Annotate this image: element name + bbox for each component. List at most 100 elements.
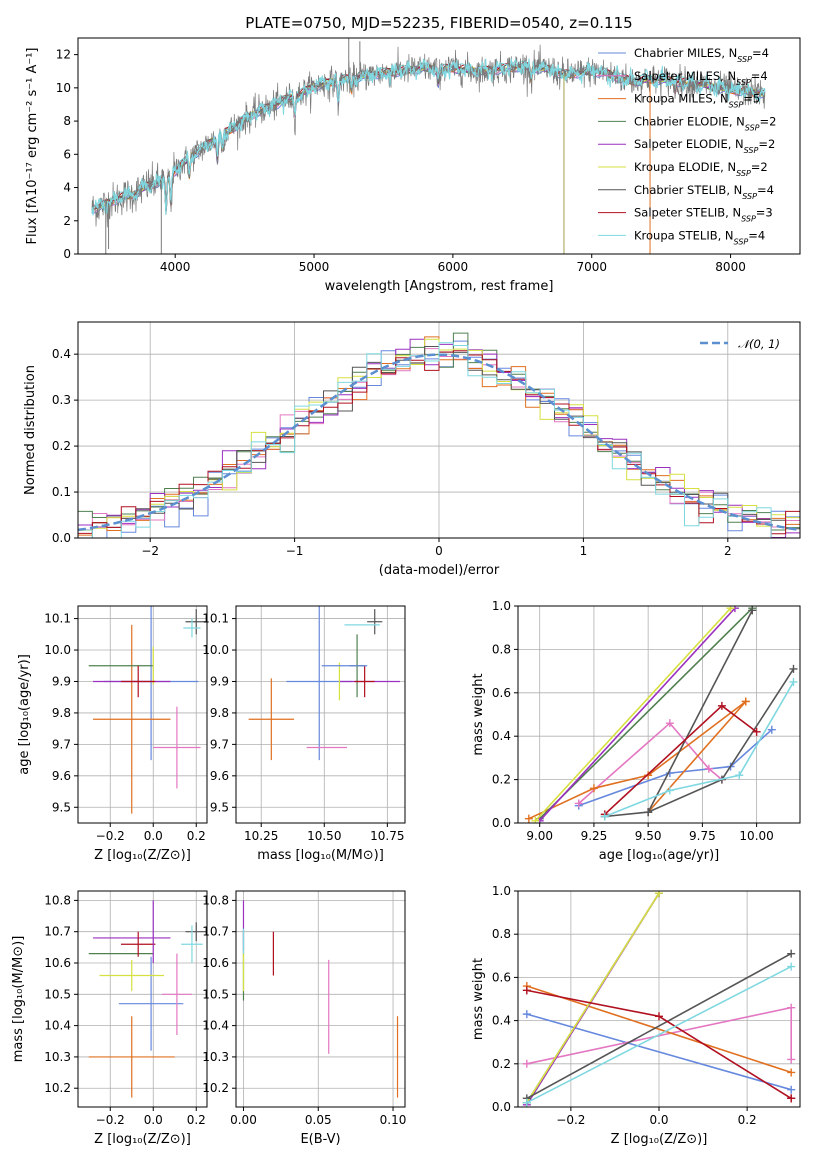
plot-background xyxy=(78,606,207,823)
y-tick-label: 12 xyxy=(56,48,71,62)
x-tick-label: 10.25 xyxy=(244,829,278,843)
plot-background xyxy=(518,606,800,823)
weight-marker xyxy=(589,784,598,793)
y-tick-label: 10.7 xyxy=(202,925,229,939)
weight-line xyxy=(526,965,792,1104)
weight-marker xyxy=(524,814,533,823)
x-tick-label: 9.50 xyxy=(635,829,662,843)
weight-series xyxy=(522,1010,796,1094)
plot-area xyxy=(88,900,207,1098)
weight-marker xyxy=(522,986,531,995)
axes-frame xyxy=(235,890,406,1108)
weight-marker xyxy=(787,1003,796,1012)
errorbar-point xyxy=(93,624,171,814)
weight-line xyxy=(526,1013,792,1091)
x-axis-label: E(B-V) xyxy=(300,1132,340,1147)
legend: Chabrier MILES, NSSP=4 Salpeter MILES, NS… xyxy=(598,46,776,246)
y-axis-label: Normed distribution xyxy=(23,365,38,495)
x-tick-label: 0 xyxy=(435,544,443,558)
y-tick-label: 9.8 xyxy=(210,706,229,720)
axes-frame xyxy=(77,37,801,255)
weight-line xyxy=(647,700,747,813)
y-tick-label: 10.3 xyxy=(44,1050,71,1064)
legend-entry: Salpeter MILES, NSSP=4 xyxy=(634,69,768,87)
weight-marker xyxy=(789,677,798,686)
x-tick-label: 0.2 xyxy=(187,1113,206,1127)
x-tick-label: 0.0 xyxy=(144,1113,163,1127)
plot-area xyxy=(242,900,399,1098)
weight-marker xyxy=(574,799,583,808)
x-tick-label: 0.00 xyxy=(230,1113,257,1127)
weight-marker xyxy=(522,1059,531,1068)
y-axis-label: age [log₁₀(age/yr)] xyxy=(17,654,32,775)
y-tick-label: 0.3 xyxy=(52,393,71,407)
weight-series xyxy=(600,701,761,819)
errorbar-point xyxy=(118,956,184,1051)
x-tick-label: 10.00 xyxy=(739,829,773,843)
weight-marker xyxy=(741,697,750,706)
weight-marker xyxy=(787,1055,796,1064)
weight-marker xyxy=(531,816,540,823)
x-tick-label: 1 xyxy=(580,544,588,558)
y-tick-label: 0.8 xyxy=(492,927,511,941)
weight-line xyxy=(578,722,723,805)
plot-area xyxy=(78,332,800,538)
x-tick-label: 9.75 xyxy=(689,829,716,843)
errorbar-point xyxy=(354,665,375,698)
errorbar-point xyxy=(185,922,207,942)
weight-marker xyxy=(726,606,735,613)
y-tick-label: 9.8 xyxy=(52,706,71,720)
y-tick-label: 10.1 xyxy=(202,612,229,626)
x-axis-label: mass [log₁₀(M/M⊙)] xyxy=(257,848,384,863)
x-axis-label: Z [log₁₀(Z/Z⊙)] xyxy=(611,1132,708,1147)
weight-line xyxy=(526,952,792,1100)
y-tick-label: 6 xyxy=(63,147,71,161)
weight-marker xyxy=(600,812,609,821)
weight-series xyxy=(524,697,750,823)
panel-age-Z: −0.2 0.0 0.2 9.5 9.6 9.7 9.8 9.9 10.0 10.1 Z [log₁… xyxy=(17,605,208,863)
y-tick-label: 9.9 xyxy=(210,674,229,688)
weight-marker xyxy=(717,701,726,710)
axes-frame xyxy=(77,605,208,824)
panel-residuals: −2 −1 0 1 2 0.0 0.1 0.2 0.3 0.4 (data-model)/error… xyxy=(23,321,801,578)
legend-entry: Salpeter ELODIE, NSSP=2 xyxy=(634,137,775,155)
plot-background xyxy=(236,606,405,823)
y-tick-label: 0.0 xyxy=(492,816,511,830)
y-tick-label: 2 xyxy=(63,214,71,228)
y-tick-label: 0.2 xyxy=(492,773,511,787)
errorbar-point xyxy=(121,665,156,698)
weight-marker xyxy=(735,771,744,780)
weight-line xyxy=(604,681,795,818)
legend: 𝒩(0, 1) xyxy=(700,337,780,351)
weight-marker xyxy=(789,664,798,673)
y-tick-label: 9.5 xyxy=(52,800,71,814)
y-axis-label: mass weight xyxy=(471,673,486,755)
plot-area xyxy=(248,606,400,761)
weight-line xyxy=(539,607,753,820)
weight-marker xyxy=(767,725,776,734)
legend-entry: Chabrier STELIB, NSSP=4 xyxy=(634,183,774,201)
x-axis-label: age [log₁₀(age/yr)] xyxy=(599,848,720,863)
panel-age-mass: 10.25 10.50 10.75 9.5 9.6 9.7 9.8 9.9 10.0 10.1 ma… xyxy=(202,605,406,863)
weight-series xyxy=(531,606,735,823)
legend-entry: Chabrier MILES, NSSP=4 xyxy=(634,46,769,64)
legend-entry: Chabrier ELODIE, NSSP=2 xyxy=(634,114,776,131)
errorbar-point xyxy=(88,1016,175,1098)
y-tick-label: 10.6 xyxy=(44,956,71,970)
errorbar-point xyxy=(99,959,164,992)
x-tick-label: 7000 xyxy=(576,260,607,274)
weight-marker xyxy=(787,962,796,971)
x-tick-label: 0.0 xyxy=(649,1113,668,1127)
y-tick-label: 9.9 xyxy=(52,674,71,688)
legend-entry: Salpeter STELIB, NSSP=3 xyxy=(634,206,773,224)
legend-entry: Kroupa ELODIE, NSSP=2 xyxy=(634,160,768,178)
y-tick-label: 10.8 xyxy=(44,893,71,907)
legend-entry: 𝒩(0, 1) xyxy=(738,337,780,351)
x-tick-label: 0.0 xyxy=(144,829,163,843)
x-tick-label: −0.2 xyxy=(556,1113,585,1127)
x-tick-label: −2 xyxy=(141,544,159,558)
weight-marker xyxy=(704,764,713,773)
weight-marker xyxy=(787,1094,796,1103)
x-tick-label: 2 xyxy=(724,544,732,558)
weight-series xyxy=(522,962,796,1107)
